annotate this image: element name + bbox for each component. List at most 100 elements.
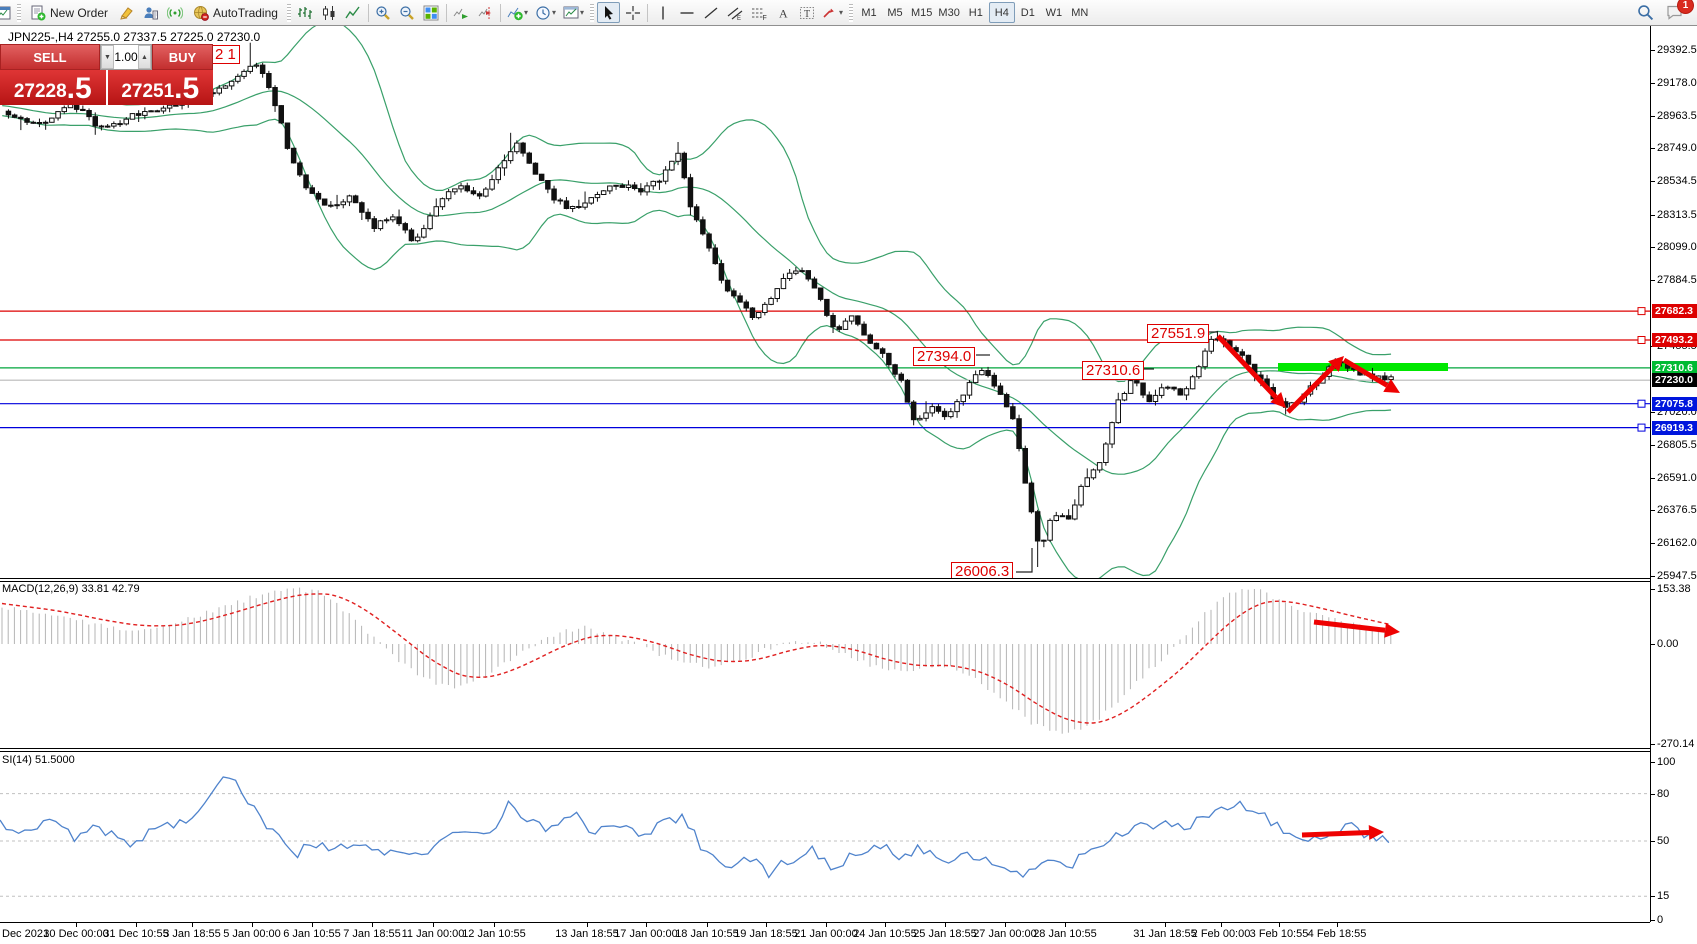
candlestick-button[interactable] [318, 2, 341, 23]
new-order-button[interactable]: New Order [24, 2, 114, 23]
shapes-button[interactable]: ▾ [819, 2, 846, 23]
trend-arrow[interactable] [1301, 830, 1370, 838]
price-axis[interactable]: 29392.5 29178.0 28963.5 28749.0 28534.5 28313… [1650, 26, 1697, 926]
tile-windows-button[interactable] [420, 2, 443, 23]
zoom-in-button[interactable] [372, 2, 395, 23]
horizontal-line-button[interactable] [675, 2, 698, 23]
crayon-icon[interactable] [115, 2, 138, 23]
timeframe-H4[interactable]: H4 [988, 2, 1015, 23]
label-button[interactable]: T [795, 2, 818, 23]
buy-price-main: 27251 [121, 81, 175, 102]
hline-end-marker[interactable] [1637, 336, 1646, 344]
vertical-line-button[interactable] [651, 2, 674, 23]
trend-arrow[interactable] [1286, 364, 1336, 414]
price-annotation-label[interactable]: 27551.9 [1147, 324, 1210, 343]
price-tick: 26162.0 [1657, 537, 1697, 550]
notification-badge: 1 [1677, 0, 1694, 14]
timeframe-M1[interactable]: M1 [861, 6, 877, 19]
trend-arrow[interactable] [1216, 334, 1278, 399]
hline-end-marker[interactable] [1637, 423, 1646, 432]
axis-tick-mark [1651, 762, 1655, 763]
price-annotation-label[interactable]: 27394.0 [913, 347, 976, 366]
rsi-axis-tick: 100 [1657, 756, 1676, 768]
signal-icon[interactable] [163, 2, 186, 23]
toolbar-drag-handle [17, 3, 21, 22]
green-highlight-bar[interactable] [1278, 363, 1448, 371]
price-annotation-label[interactable]: 27310.6 [1082, 361, 1145, 380]
label-connector [1016, 548, 1033, 573]
volume-increase-button[interactable]: ▲ [138, 45, 151, 69]
time-label: 25 Jan 18:55 [913, 928, 977, 940]
zoom-out-button[interactable] [396, 2, 419, 23]
price-badge-27310.6: 27310.6 [1652, 360, 1697, 375]
time-label: 28 Jan 10:55 [1033, 928, 1097, 940]
axis-tick-mark [1651, 247, 1655, 249]
volume-stepper: ▼ 1.00 ▲ [100, 44, 152, 70]
pane-separator[interactable] [0, 748, 1697, 752]
autotrading-button[interactable]: AutoTrading [187, 2, 284, 23]
time-label: 7 Jan 18:55 [343, 928, 401, 940]
time-label: 31 Dec 10:55 [103, 928, 169, 940]
time-tick-mark [1065, 923, 1066, 927]
channel-button[interactable]: E [723, 2, 746, 23]
sell-button[interactable]: SELL [0, 44, 100, 70]
volume-value[interactable]: 1.00 [114, 50, 138, 64]
trendline-button[interactable] [699, 2, 722, 23]
rsi-axis-tick: 80 [1657, 788, 1670, 800]
timeframe-M30[interactable]: M30 [938, 6, 960, 19]
trend-arrow-head[interactable] [1328, 356, 1344, 372]
trend-arrow[interactable] [1313, 619, 1386, 633]
axis-tick-mark [1651, 841, 1655, 842]
trend-arrow[interactable] [1342, 357, 1389, 388]
timeframe-M5[interactable]: M5 [887, 6, 903, 19]
report-icon[interactable] [139, 2, 162, 23]
chart-window-icon[interactable] [0, 2, 14, 23]
search-icon[interactable] [1634, 2, 1657, 23]
crosshair-button[interactable] [621, 2, 644, 23]
axis-tick-mark [1651, 576, 1655, 577]
time-label: 31 Jan 18:55 [1133, 928, 1197, 940]
new-order-label: New Order [50, 5, 109, 20]
trend-arrow-head[interactable] [1384, 622, 1400, 638]
macd-axis-tick: 0.00 [1657, 638, 1679, 650]
template-button[interactable]: ▾ [560, 2, 587, 23]
axis-tick-mark [1651, 82, 1655, 84]
bollinger-lower[interactable] [2, 115, 1392, 578]
fibonacci-button[interactable]: F [747, 2, 770, 23]
line-chart-button[interactable] [342, 2, 365, 23]
pane-separator[interactable] [0, 578, 1697, 582]
rsi-pane-canvas[interactable] [0, 752, 1650, 922]
timeframe-MN[interactable]: MN [1071, 6, 1089, 19]
time-label: 18 Jan 10:55 [675, 928, 739, 940]
price-annotation-label[interactable]: 2 1 [211, 45, 240, 64]
timeframe-H1[interactable]: H1 [968, 6, 983, 19]
periods-clock-button[interactable]: ▾ [532, 2, 559, 23]
bollinger-middle[interactable] [2, 90, 1392, 475]
chart-shift-button[interactable] [474, 2, 497, 23]
main-chart-canvas[interactable] [0, 26, 1650, 578]
chat-button[interactable]: 1 [1663, 0, 1694, 23]
chevron-down-icon: ▾ [579, 8, 584, 17]
macd-signal-line [1, 593, 1391, 724]
add-indicator-button[interactable]: ▾ [504, 2, 531, 23]
hline-end-marker[interactable] [1637, 399, 1646, 408]
text-button[interactable]: A [771, 2, 794, 23]
bar-chart-button[interactable] [294, 2, 317, 23]
time-axis[interactable]: Dec 2021 30 Dec 00:00 31 Dec 10:55 3 Jan 18… [0, 922, 1650, 944]
axis-tick-mark [1651, 115, 1655, 117]
timeframe-W1[interactable]: W1 [1045, 6, 1063, 19]
trend-arrow-head[interactable] [1270, 391, 1286, 408]
hline-end-marker[interactable] [1637, 307, 1646, 316]
trend-arrow-head[interactable] [1383, 378, 1400, 393]
volume-decrease-button[interactable]: ▼ [101, 45, 114, 69]
autoscroll-button[interactable] [450, 2, 473, 23]
buy-button[interactable]: BUY [152, 44, 213, 70]
buy-price-display[interactable]: 27251 .5 [107, 70, 213, 105]
timeframe-M15[interactable]: M15 [911, 6, 933, 19]
timeframe-D1[interactable]: D1 [1020, 6, 1035, 19]
cursor-button[interactable] [597, 2, 620, 23]
price-annotation-label[interactable]: 26006.3 [951, 562, 1014, 581]
macd-pane-canvas[interactable] [0, 582, 1650, 748]
sell-price-display[interactable]: 27228 .5 [0, 70, 106, 105]
trend-arrow-head[interactable] [1368, 825, 1384, 841]
